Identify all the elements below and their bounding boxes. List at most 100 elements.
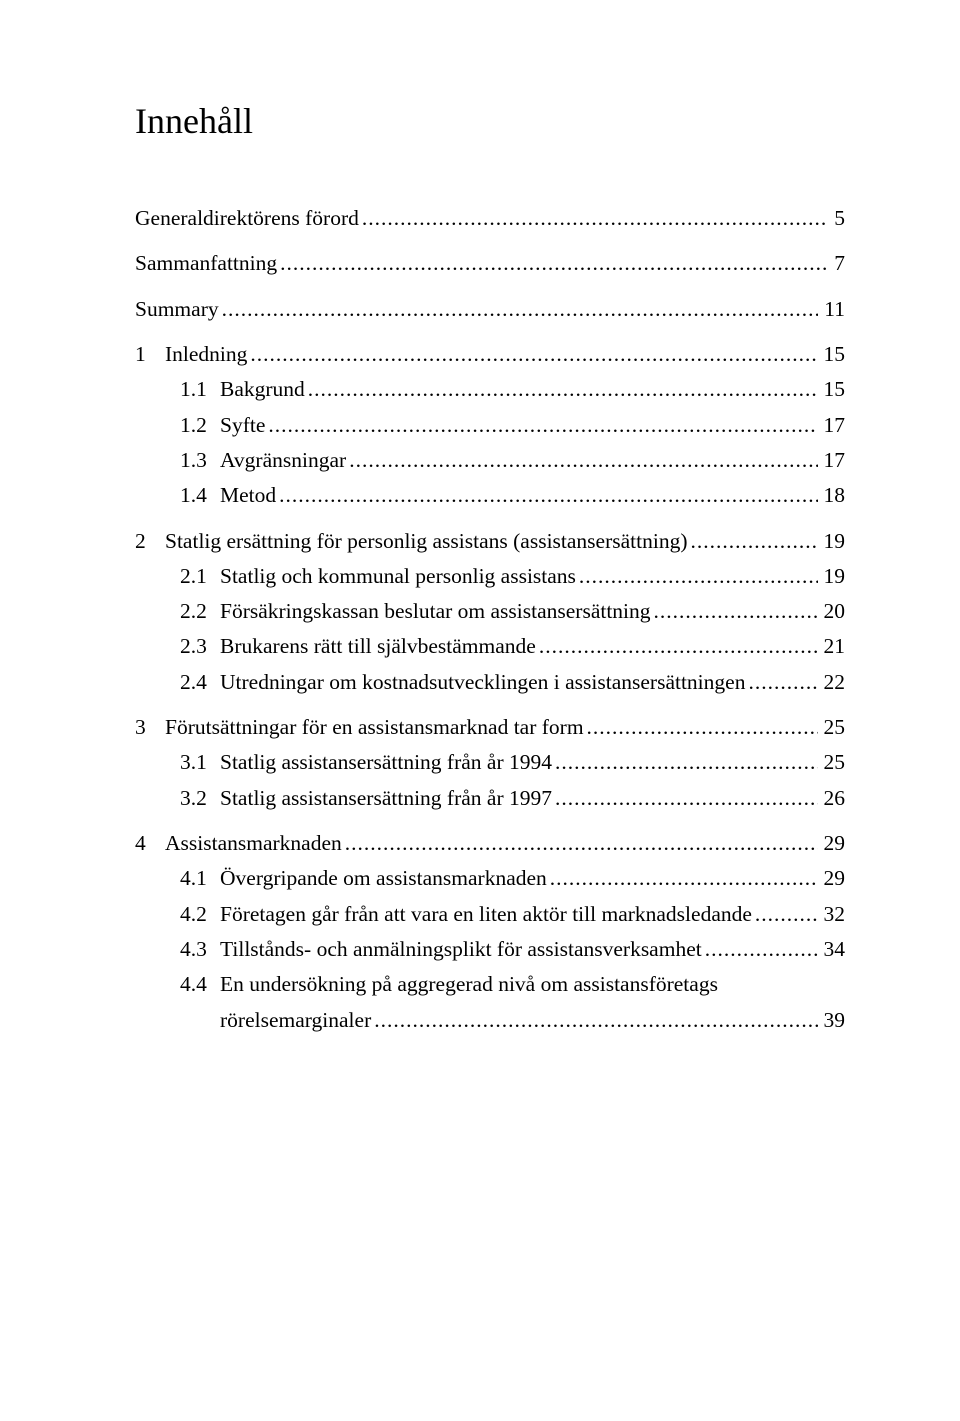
toc-entry-number: 3.1 <box>180 746 220 779</box>
toc-entry-page: 29 <box>821 827 846 860</box>
toc-entry-label: Summary <box>135 293 219 326</box>
toc-entry-number: 4.1 <box>180 862 220 895</box>
toc-entry-number: 2.3 <box>180 630 220 663</box>
toc-leader-dots <box>279 479 817 512</box>
toc-entry: 1.2Syfte 17 <box>135 409 845 442</box>
toc-entry: Summary 11 <box>135 293 845 326</box>
toc-leader-dots <box>349 444 817 477</box>
toc-entry-label: Statlig och kommunal personlig assistans <box>220 560 576 593</box>
toc-entry: 2Statlig ersättning för personlig assist… <box>135 525 845 558</box>
toc-entry: 3.1Statlig assistansersättning från år 1… <box>135 746 845 779</box>
toc-entry-label: En undersökning på aggregerad nivå om as… <box>220 968 718 1001</box>
toc-leader-dots <box>268 409 817 442</box>
toc-entry-label: Företagen går från att vara en liten akt… <box>220 898 752 931</box>
toc-entry-page: 15 <box>821 338 846 371</box>
toc-entry: Sammanfattning 7 <box>135 247 845 280</box>
toc-leader-dots <box>539 630 818 663</box>
toc-entry-page: 17 <box>821 409 846 442</box>
toc-entry-page: 20 <box>821 595 846 628</box>
toc-entry-page: 39 <box>821 1004 846 1037</box>
toc-leader-dots <box>280 247 828 280</box>
toc-entry-label: Förutsättningar för en assistansmarknad … <box>165 711 584 744</box>
toc-leader-dots <box>222 293 819 326</box>
toc-entry-label: Generaldirektörens förord <box>135 202 359 235</box>
toc-leader-dots <box>748 666 817 699</box>
toc-leader-dots <box>555 746 818 779</box>
toc-entry: Generaldirektörens förord 5 <box>135 202 845 235</box>
table-of-contents: Generaldirektörens förord 5 Sammanfattning… <box>135 202 845 1037</box>
toc-entry-number: 2.4 <box>180 666 220 699</box>
toc-entry: 2.1Statlig och kommunal personlig assist… <box>135 560 845 593</box>
toc-leader-dots <box>555 782 818 815</box>
toc-entry-label: Metod <box>220 479 276 512</box>
toc-leader-dots <box>579 560 818 593</box>
toc-entry-label: Inledning <box>165 338 247 371</box>
toc-entry-number: 1.2 <box>180 409 220 442</box>
toc-leader-dots <box>362 202 828 235</box>
toc-leader-dots <box>308 373 818 406</box>
toc-entry-label: Tillstånds- och anmälningsplikt för assi… <box>220 933 702 966</box>
toc-entry-number: 4.3 <box>180 933 220 966</box>
toc-entry-number: 1.4 <box>180 479 220 512</box>
toc-leader-dots <box>250 338 817 371</box>
toc-entry-label: Syfte <box>220 409 265 442</box>
toc-entry-number: 1 <box>135 338 165 371</box>
toc-entry-page: 7 <box>831 247 845 280</box>
toc-entry-page: 5 <box>831 202 845 235</box>
toc-entry-page: 26 <box>821 782 846 815</box>
toc-leader-dots <box>587 711 818 744</box>
toc-entry: 4.2Företagen går från att vara en liten … <box>135 898 845 931</box>
toc-entry-number: 4 <box>135 827 165 860</box>
toc-entry-page: 18 <box>821 479 846 512</box>
toc-entry: 2.2Försäkringskassan beslutar om assista… <box>135 595 845 628</box>
toc-entry-number: 4.4 <box>180 968 220 1001</box>
toc-entry-page: 19 <box>821 525 846 558</box>
toc-entry-number: 1.1 <box>180 373 220 406</box>
toc-entry-number: 3 <box>135 711 165 744</box>
toc-entry-page: 21 <box>821 630 846 663</box>
toc-entry: 4.3Tillstånds- och anmälningsplikt för a… <box>135 933 845 966</box>
page-title: Innehåll <box>135 100 845 142</box>
toc-entry: 3Förutsättningar för en assistansmarknad… <box>135 711 845 744</box>
toc-entry: 4.1Övergripande om assistansmarknaden29 <box>135 862 845 895</box>
toc-entry-page: 25 <box>821 746 846 779</box>
toc-entry-number: 4.2 <box>180 898 220 931</box>
toc-entry-label: Statlig assistansersättning från år 1994 <box>220 746 552 779</box>
toc-entry-label: Brukarens rätt till självbestämmande <box>220 630 536 663</box>
toc-entry-label: Utredningar om kostnadsutvecklingen i as… <box>220 666 745 699</box>
toc-entry: 1.1Bakgrund15 <box>135 373 845 406</box>
toc-entry-label: Försäkringskassan beslutar om assistanse… <box>220 595 651 628</box>
toc-entry-label: Statlig assistansersättning från år 1997 <box>220 782 552 815</box>
toc-leader-dots <box>654 595 818 628</box>
toc-entry-page: 17 <box>821 444 846 477</box>
toc-leader-dots <box>345 827 818 860</box>
toc-entry-label: Avgränsningar <box>220 444 346 477</box>
toc-entry: 2.3Brukarens rätt till självbestämmande 2… <box>135 630 845 663</box>
toc-entry-page: 29 <box>821 862 846 895</box>
toc-entry-page: 22 <box>821 666 846 699</box>
toc-leader-dots <box>550 862 818 895</box>
toc-entry-label: Bakgrund <box>220 373 305 406</box>
toc-entry-label: Statlig ersättning för personlig assista… <box>165 525 688 558</box>
toc-entry-label: rörelsemarginaler <box>220 1004 371 1037</box>
toc-leader-dots <box>705 933 818 966</box>
toc-entry-page: 25 <box>821 711 846 744</box>
toc-entry-number: 2.1 <box>180 560 220 593</box>
toc-leader-dots <box>691 525 818 558</box>
toc-entry-number: 3.2 <box>180 782 220 815</box>
toc-leader-dots <box>755 898 818 931</box>
toc-entry-label: Sammanfattning <box>135 247 277 280</box>
toc-entry: 1.3Avgränsningar 17 <box>135 444 845 477</box>
toc-entry: 1.4Metod 18 <box>135 479 845 512</box>
toc-entry: 1Inledning 15 <box>135 338 845 371</box>
toc-entry-continuation: rörelsemarginaler 39 <box>135 1004 845 1037</box>
toc-entry: 2.4Utredningar om kostnadsutvecklingen i… <box>135 666 845 699</box>
toc-entry-number: 2 <box>135 525 165 558</box>
toc-entry-number: 2.2 <box>180 595 220 628</box>
toc-entry-number: 1.3 <box>180 444 220 477</box>
toc-entry: 3.2Statlig assistansersättning från år 1… <box>135 782 845 815</box>
toc-entry: 4Assistansmarknaden 29 <box>135 827 845 860</box>
toc-entry-page: 34 <box>821 933 846 966</box>
toc-entry-label: Assistansmarknaden <box>165 827 342 860</box>
toc-entry-page: 11 <box>821 293 845 326</box>
